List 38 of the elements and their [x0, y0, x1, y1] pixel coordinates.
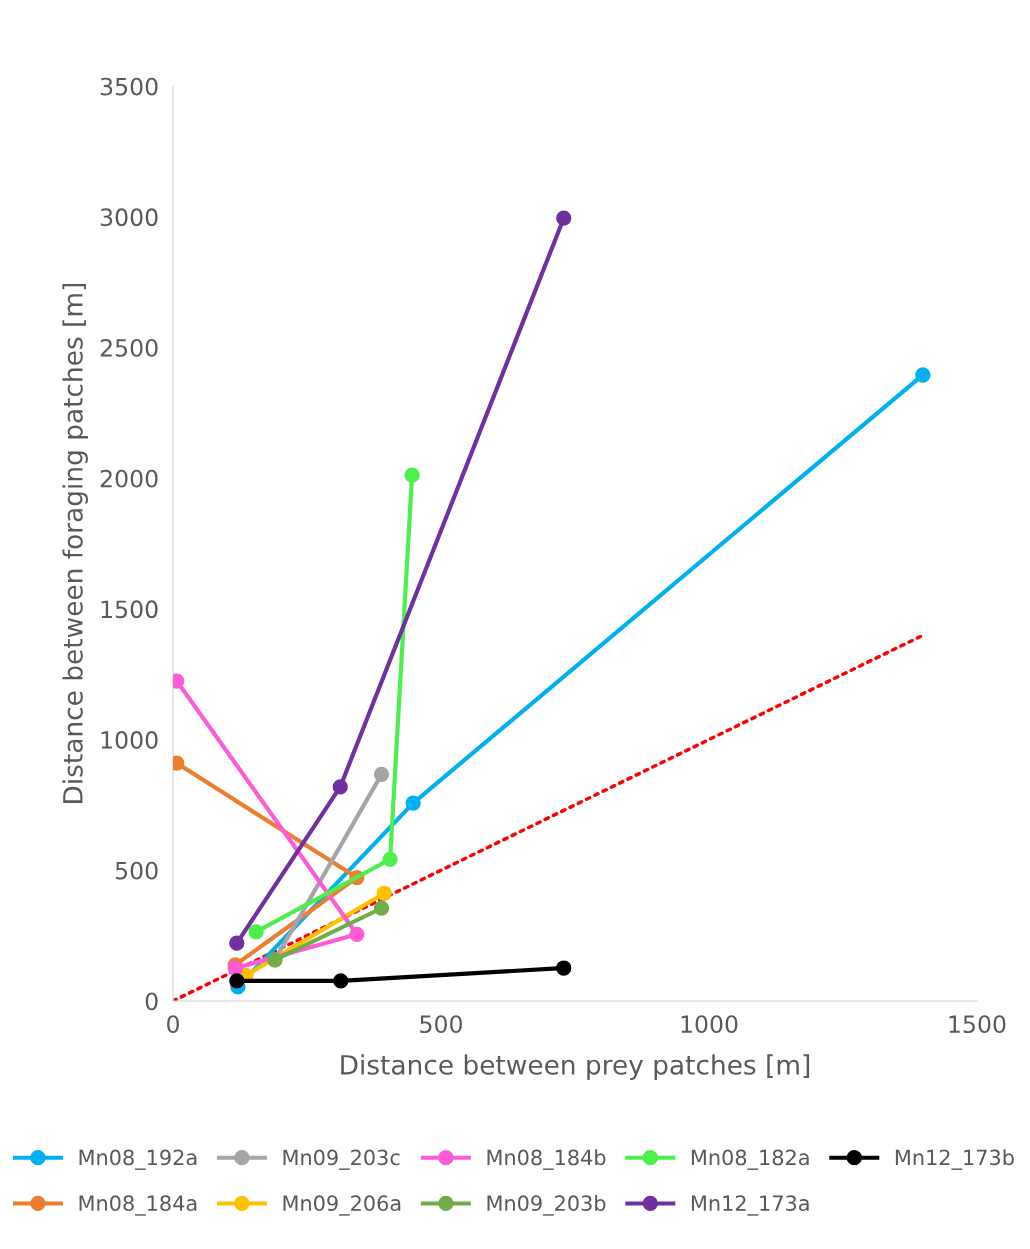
- point: [373, 766, 390, 782]
- point: [382, 851, 398, 867]
- point: [229, 935, 245, 951]
- point: [556, 960, 572, 976]
- y-tick-label: 3500: [100, 77, 158, 96]
- legend-label: Mn12_173a: [691, 1195, 809, 1216]
- legend-label: Mn09_203c: [283, 1149, 400, 1170]
- x-tick-label: 0: [167, 1015, 179, 1034]
- point: [556, 210, 572, 226]
- legend-label: Mn08_182a: [691, 1149, 809, 1170]
- legend-label: Mn12_173b: [895, 1149, 1014, 1170]
- point: [373, 900, 390, 916]
- point: [332, 779, 348, 795]
- y-tick-label: 2000: [100, 469, 158, 488]
- legend-label: Mn08_192a: [79, 1149, 197, 1170]
- legend-label: Mn09_203b: [487, 1194, 606, 1216]
- point: [333, 973, 349, 989]
- point: [405, 795, 421, 811]
- y-tick-label: 0: [145, 992, 158, 1011]
- y-tick-label: 2500: [100, 338, 158, 357]
- point: [404, 467, 420, 483]
- point: [229, 973, 245, 989]
- y-tick-label: 3000: [100, 208, 158, 227]
- point: [248, 924, 264, 940]
- x-tick-label: 1500: [949, 1015, 1006, 1034]
- x-tick-label: 500: [420, 1015, 462, 1034]
- x-axis-title: Distance between prey patches [m]: [341, 1054, 810, 1080]
- y-tick-label: 1500: [101, 600, 158, 619]
- point: [915, 367, 931, 383]
- point: [349, 926, 365, 942]
- legend-label: Mn08_184b: [487, 1149, 606, 1170]
- y-tick-label: 500: [115, 861, 158, 880]
- legend-label: Mn09_206a: [283, 1195, 401, 1216]
- y-axis-title: Distance between foraging patches [m]: [62, 283, 88, 803]
- legend-label: Mn08_184a: [79, 1195, 197, 1216]
- point: [376, 885, 392, 901]
- x-tick-label: 1000: [681, 1015, 738, 1034]
- y-tick-label: 1000: [101, 731, 158, 749]
